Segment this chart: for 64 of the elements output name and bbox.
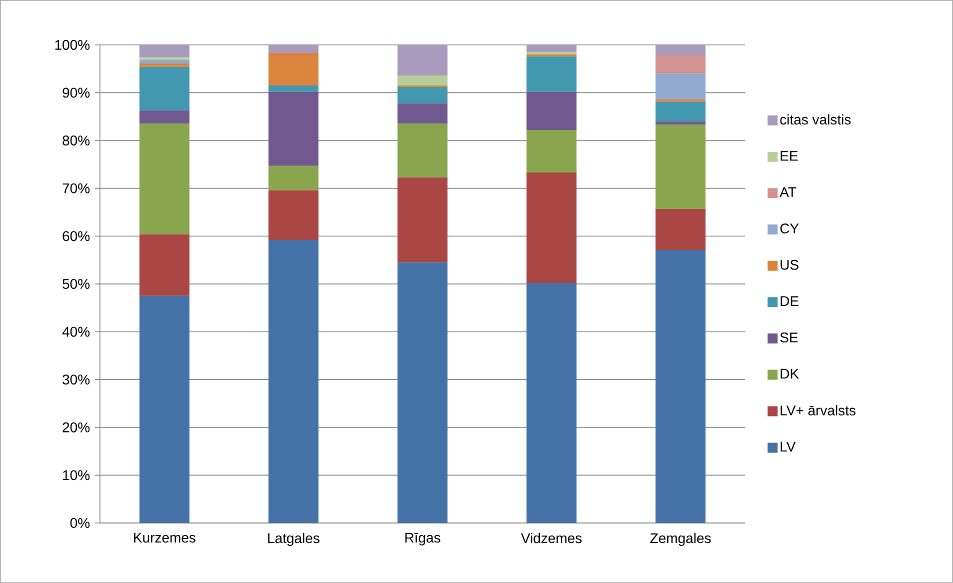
bar xyxy=(139,110,190,124)
legend-label: DE xyxy=(780,296,798,306)
y-tick-label: 90% xyxy=(62,88,90,98)
bar xyxy=(268,166,318,190)
bar xyxy=(268,92,318,166)
bar xyxy=(397,87,448,104)
bar xyxy=(268,53,318,86)
bar xyxy=(139,234,190,296)
y-tick-label: 40% xyxy=(62,326,90,337)
bar xyxy=(397,76,448,86)
y-tick-label: 10% xyxy=(63,470,90,480)
legend-label: SE xyxy=(780,332,798,342)
y-tick-label: 80% xyxy=(62,136,90,146)
x-tick-label: Vidzemes xyxy=(520,532,582,544)
bar xyxy=(656,102,706,122)
bar xyxy=(656,250,706,524)
bar xyxy=(397,177,448,262)
legend-label: citas valstis xyxy=(780,114,851,125)
legend-label: US xyxy=(780,260,798,270)
bar xyxy=(268,240,318,524)
legend-label: DK xyxy=(780,368,799,379)
bar xyxy=(656,44,706,55)
y-tick-label: 30% xyxy=(62,374,90,385)
y-tick-label: 60% xyxy=(62,231,90,242)
bar xyxy=(526,92,577,130)
bar xyxy=(656,208,706,250)
bar xyxy=(656,124,706,209)
legend-label: LV xyxy=(780,442,796,452)
bar xyxy=(268,44,318,54)
legend-label: LV+ ārvalsts xyxy=(780,405,856,416)
y-tick-label: 20% xyxy=(62,422,90,432)
bar xyxy=(139,64,190,67)
x-tick-label: Zemgales xyxy=(650,532,711,546)
bar xyxy=(397,262,448,524)
y-tick-label: 100% xyxy=(55,40,90,50)
bar xyxy=(656,74,706,100)
bar xyxy=(656,54,706,74)
bar xyxy=(139,296,190,524)
bar xyxy=(268,86,318,92)
legend-label: CY xyxy=(780,224,799,234)
legend-label: AT xyxy=(780,187,796,197)
y-tick-label: 0% xyxy=(70,518,90,528)
bar xyxy=(656,121,706,125)
y-tick-label: 50% xyxy=(62,279,90,289)
bar xyxy=(139,66,190,110)
y-tick-label: 70% xyxy=(62,183,90,194)
bar xyxy=(526,56,577,92)
bar xyxy=(526,130,577,173)
bar xyxy=(526,283,577,524)
bar xyxy=(268,190,318,240)
x-tick-label: Kurzemes xyxy=(134,532,196,543)
bar xyxy=(397,103,448,124)
bar xyxy=(139,44,190,58)
bar xyxy=(139,124,190,234)
bar xyxy=(526,52,577,55)
bar xyxy=(656,99,706,102)
bar xyxy=(526,44,577,52)
bar xyxy=(526,172,577,284)
bar xyxy=(397,124,448,178)
legend-label: EE xyxy=(780,151,798,161)
x-tick-label: Rīgas xyxy=(405,532,440,546)
bar xyxy=(397,44,448,76)
bar xyxy=(139,60,190,64)
x-tick-label: Latgales xyxy=(268,532,320,546)
